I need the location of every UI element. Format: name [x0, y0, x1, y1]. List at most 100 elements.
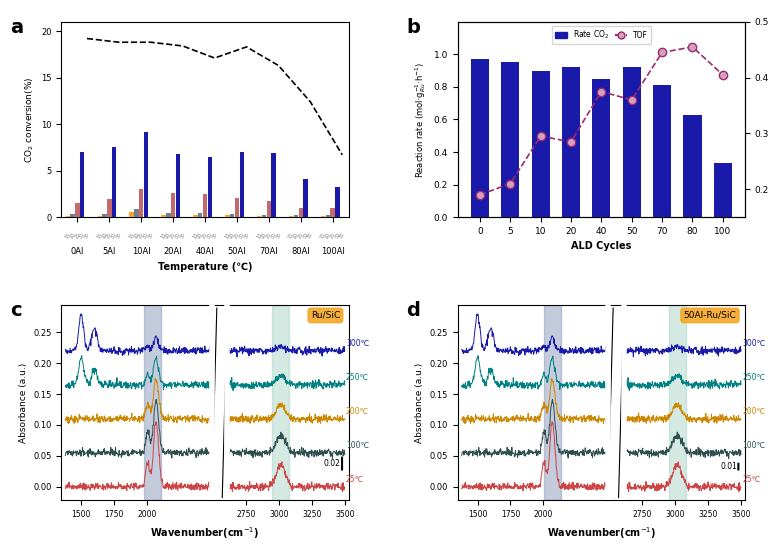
X-axis label: Wavenumber(cm$^{-1}$): Wavenumber(cm$^{-1}$)	[547, 525, 656, 541]
Text: 15: 15	[256, 231, 263, 239]
Bar	[321, 216, 326, 217]
X-axis label: ALD Cycles: ALD Cycles	[571, 242, 631, 251]
Y-axis label: Reaction rate (mol·g$_{Ru}^{-1}$·h$^{-1}$): Reaction rate (mol·g$_{Ru}^{-1}$·h$^{-1}…	[413, 61, 428, 178]
Text: 20: 20	[293, 231, 300, 239]
Text: 20: 20	[197, 231, 204, 239]
Y-axis label: Absorbance (a.u.): Absorbance (a.u.)	[18, 363, 28, 443]
Bar	[207, 157, 212, 217]
Bar	[336, 187, 339, 217]
Bar	[230, 214, 234, 217]
Bar	[713, 163, 732, 217]
Y-axis label: CO$_2$ conversion(%): CO$_2$ conversion(%)	[23, 76, 35, 163]
Bar	[71, 214, 74, 217]
Text: 250℃: 250℃	[346, 373, 369, 382]
Bar	[471, 59, 489, 217]
Text: 35: 35	[243, 231, 250, 239]
Bar	[326, 215, 330, 217]
Text: 20: 20	[69, 231, 76, 239]
Bar	[65, 216, 70, 217]
Bar	[262, 215, 266, 217]
Bar	[194, 215, 197, 217]
Y-axis label: Absorbance (a.u.): Absorbance (a.u.)	[415, 363, 424, 443]
Bar	[669, 305, 686, 500]
Text: 25℃: 25℃	[743, 475, 760, 484]
Text: 25: 25	[137, 231, 145, 239]
Bar	[266, 201, 271, 217]
Text: 25: 25	[265, 231, 273, 239]
Text: 20: 20	[101, 231, 108, 239]
Text: 25: 25	[329, 231, 336, 239]
Text: 35: 35	[147, 231, 154, 239]
Text: 25: 25	[170, 231, 177, 239]
Text: 300℃: 300℃	[346, 339, 369, 348]
Text: d: d	[406, 301, 420, 320]
Text: 25: 25	[74, 231, 81, 239]
Text: b: b	[406, 18, 420, 37]
Bar	[531, 71, 550, 217]
Bar	[107, 200, 111, 217]
Bar	[330, 208, 335, 217]
Bar	[562, 67, 580, 217]
Bar	[112, 147, 116, 217]
Text: 100℃: 100℃	[346, 441, 369, 450]
Bar	[623, 67, 641, 217]
Text: a: a	[10, 18, 23, 37]
Bar	[176, 154, 180, 217]
Text: 0.02: 0.02	[324, 459, 341, 468]
Bar	[203, 194, 207, 217]
Bar	[166, 213, 170, 217]
Text: 30: 30	[334, 231, 341, 239]
Text: 30: 30	[174, 231, 182, 239]
Text: 35: 35	[275, 231, 282, 239]
Text: 15: 15	[319, 231, 327, 239]
Text: 0.01: 0.01	[720, 462, 737, 471]
Text: 15: 15	[223, 231, 231, 239]
Text: 300℃: 300℃	[743, 339, 766, 348]
Text: 35: 35	[306, 231, 314, 239]
Bar	[171, 193, 175, 217]
Legend: Rate CO$_2$, TOF: Rate CO$_2$, TOF	[552, 26, 650, 44]
Bar	[130, 212, 134, 217]
Bar	[294, 215, 298, 217]
Text: 20: 20	[228, 231, 236, 239]
Text: 25℃: 25℃	[346, 475, 364, 484]
Bar	[289, 216, 293, 217]
Text: 250℃: 250℃	[743, 373, 766, 382]
Text: 200℃: 200℃	[743, 407, 766, 416]
Bar	[653, 85, 671, 217]
Bar	[235, 197, 239, 217]
Bar	[98, 216, 102, 217]
Bar	[134, 209, 139, 217]
Text: Ru/SiC: Ru/SiC	[311, 311, 340, 320]
Bar	[299, 208, 303, 217]
Bar	[198, 213, 203, 217]
Bar	[75, 203, 80, 217]
Text: 15: 15	[64, 231, 71, 239]
X-axis label: Temperature (℃): Temperature (℃)	[157, 262, 252, 271]
Bar	[592, 79, 611, 217]
Bar	[161, 215, 166, 217]
Bar	[684, 115, 701, 217]
Text: 15: 15	[96, 231, 104, 239]
Text: 25: 25	[297, 231, 304, 239]
Text: 15: 15	[192, 231, 199, 239]
Text: 35: 35	[115, 231, 123, 239]
Text: 30: 30	[78, 231, 86, 239]
X-axis label: Wavenumber(cm$^{-1}$): Wavenumber(cm$^{-1}$)	[151, 525, 260, 541]
Text: 200℃: 200℃	[346, 407, 369, 416]
Bar	[271, 153, 276, 217]
Bar	[502, 63, 519, 217]
Text: 25: 25	[233, 231, 240, 239]
Bar	[102, 214, 107, 217]
Text: 20: 20	[260, 231, 268, 239]
Text: 25: 25	[105, 231, 113, 239]
Text: 30: 30	[238, 231, 246, 239]
Bar	[257, 216, 261, 217]
Text: c: c	[10, 301, 22, 320]
Bar	[144, 132, 148, 217]
Bar	[273, 305, 290, 500]
Text: 15: 15	[287, 231, 295, 239]
Text: 35: 35	[339, 231, 346, 239]
Bar	[144, 305, 161, 500]
Bar	[139, 189, 144, 217]
